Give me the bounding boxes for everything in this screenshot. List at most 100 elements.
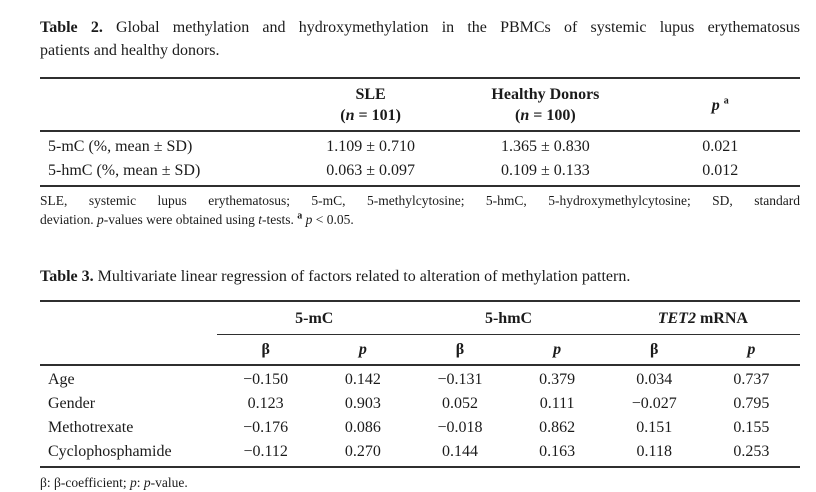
row-label: Age	[48, 371, 75, 388]
table2-header-healthy-donors: Healthy Donors (n = 100)	[450, 77, 641, 132]
value-cell: 0.034	[636, 371, 673, 388]
value-cell: 0.086	[344, 419, 381, 436]
table3-subheader-row: β p β p β p	[40, 334, 800, 366]
table3-group-empty-cell	[40, 300, 218, 335]
healthy-title: Healthy Donors	[491, 86, 600, 103]
value-cell-p: 0.021	[702, 138, 739, 155]
subheader-p: p	[508, 334, 606, 366]
footnote-p-italic: p	[143, 475, 151, 490]
sle-title: SLE	[355, 86, 386, 103]
value-cell: 0.151	[636, 419, 673, 436]
footnote-seg: β: β-coefficient;	[40, 475, 130, 490]
footnote-seg: < 0.05.	[312, 212, 354, 227]
row-label: 5-mC (%, mean ± SD)	[48, 138, 193, 155]
value-cell: −0.131	[437, 371, 483, 388]
footnote-seg: -tests.	[261, 212, 298, 227]
mrna-label: mRNA	[695, 310, 748, 327]
row-label: Methotrexate	[48, 419, 134, 436]
subheader-p: p	[314, 334, 412, 366]
value-cell: 0.270	[314, 440, 412, 468]
row-label: Cyclophosphamide	[40, 440, 218, 468]
value-cell: 0.737	[733, 371, 770, 388]
healthy-n-open: (	[515, 107, 521, 124]
table2-row-5mc: 5-mC (%, mean ± SD) 1.109 ± 0.710 1.365 …	[40, 131, 800, 159]
value-cell-healthy: 0.109 ± 0.133	[450, 159, 641, 187]
table2: SLE (n = 101) Healthy Donors (n = 100) p…	[40, 77, 800, 187]
sle-n-var: n	[345, 107, 355, 124]
footnote-p-italic: p	[97, 212, 104, 227]
table2-footnote-line1: SLE, systemic lupus erythematosus; 5-mC,…	[40, 193, 800, 208]
p-superscript-a: a	[723, 95, 729, 107]
table3: 5-mC 5-hmC TET2 mRNA β p β p β p Age −0.…	[40, 300, 800, 468]
table3-row-methotrexate: Methotrexate −0.176 0.086 −0.018 0.862 0…	[40, 416, 800, 440]
group-header-5hmc: 5-hmC	[411, 300, 606, 335]
table2-caption-line1: Table 2. Global methylation and hydroxym…	[40, 16, 800, 39]
value-cell: 0.795	[733, 395, 770, 412]
footnote-seg: -value.	[150, 475, 188, 490]
value-cell: −0.018	[437, 419, 483, 436]
table3-caption: Table 3. Multivariate linear regression …	[40, 265, 800, 288]
subheader-p: p	[702, 334, 800, 366]
table3-group-header-row: 5-mC 5-hmC TET2 mRNA	[40, 300, 800, 335]
subheader-beta: β	[411, 334, 509, 366]
value-cell-sle: 0.063 ± 0.097	[290, 159, 451, 187]
sle-n-count: = 101)	[354, 107, 401, 124]
value-cell-p: 0.012	[640, 159, 800, 187]
table3-caption-line: Table 3. Multivariate linear regression …	[40, 265, 800, 288]
value-cell: 0.379	[539, 371, 576, 388]
table2-caption-text: Global methylation and hydroxymethylatio…	[102, 19, 801, 36]
footnote-p-italic: p	[305, 212, 313, 227]
value-cell: 0.163	[508, 440, 606, 468]
value-cell-healthy: 1.365 ± 0.830	[501, 138, 590, 155]
healthy-n: (n = 100)	[450, 105, 640, 126]
value-cell: −0.112	[217, 440, 315, 468]
value-cell: −0.027	[631, 395, 677, 412]
footnote-superscript-a: a	[297, 210, 303, 222]
value-cell: 0.253	[702, 440, 800, 468]
table2-row-5hmc: 5-hmC (%, mean ± SD) 0.063 ± 0.097 0.109…	[40, 159, 800, 187]
sle-n: (n = 101)	[291, 105, 451, 126]
p-label: p	[711, 96, 720, 114]
footnote-seg: :	[136, 475, 144, 490]
table3-footnote: β: β-coefficient; p: p-value.	[40, 473, 800, 492]
footnote-seg: -values were obtained using	[103, 212, 259, 227]
value-cell: 0.144	[411, 440, 509, 468]
row-label: Gender	[48, 395, 96, 412]
healthy-n-var: n	[520, 107, 530, 124]
value-cell: 0.903	[344, 395, 381, 412]
table3-row-age: Age −0.150 0.142 −0.131 0.379 0.034 0.73…	[40, 365, 800, 392]
value-cell: 0.123	[247, 395, 284, 412]
value-cell: 0.155	[733, 419, 770, 436]
group-header-5mc: 5-mC	[217, 300, 412, 335]
footnote-t-italic: t	[258, 212, 262, 227]
footnote-p-italic: p	[129, 475, 137, 490]
subheader-beta: β	[605, 334, 703, 366]
group-header-tet2-mrna: TET2 mRNA	[605, 300, 800, 335]
sle-n-open: (	[340, 107, 346, 124]
table3-row-gender: Gender 0.123 0.903 0.052 0.111 −0.027 0.…	[40, 392, 800, 416]
table2-caption: Table 2. Global methylation and hydroxym…	[40, 16, 800, 62]
subheader-beta: β	[217, 334, 315, 366]
value-cell: −0.176	[243, 419, 289, 436]
healthy-n-count: = 100)	[529, 107, 576, 124]
table2-caption-label: Table 2.	[40, 19, 103, 36]
table2-caption-line2: patients and healthy donors.	[40, 42, 220, 59]
table2-header-p: p a	[640, 77, 800, 132]
table3-row-cyclophosphamide: Cyclophosphamide −0.112 0.270 0.144 0.16…	[40, 440, 800, 468]
value-cell-sle: 1.109 ± 0.710	[326, 138, 415, 155]
table2-footnote: SLE, systemic lupus erythematosus; 5-mC,…	[40, 191, 800, 229]
tet2-gene-name: TET2	[657, 310, 696, 327]
row-label: 5-hmC (%, mean ± SD)	[40, 159, 291, 187]
table3-footnote-line: β: β-coefficient; p: p-value.	[40, 473, 800, 492]
table2-header-empty-cell	[40, 77, 291, 132]
value-cell: 0.118	[605, 440, 703, 468]
value-cell: −0.150	[243, 371, 289, 388]
table2-header-row: SLE (n = 101) Healthy Donors (n = 100) p…	[40, 77, 800, 132]
value-cell: 0.862	[539, 419, 576, 436]
table3-subheader-empty-cell	[40, 334, 218, 366]
value-cell: 0.111	[539, 395, 575, 412]
table3-caption-text: Multivariate linear regression of factor…	[93, 268, 631, 285]
table2-footnote-line2: deviation. p-values were obtained using …	[40, 210, 800, 229]
value-cell: 0.052	[441, 395, 478, 412]
